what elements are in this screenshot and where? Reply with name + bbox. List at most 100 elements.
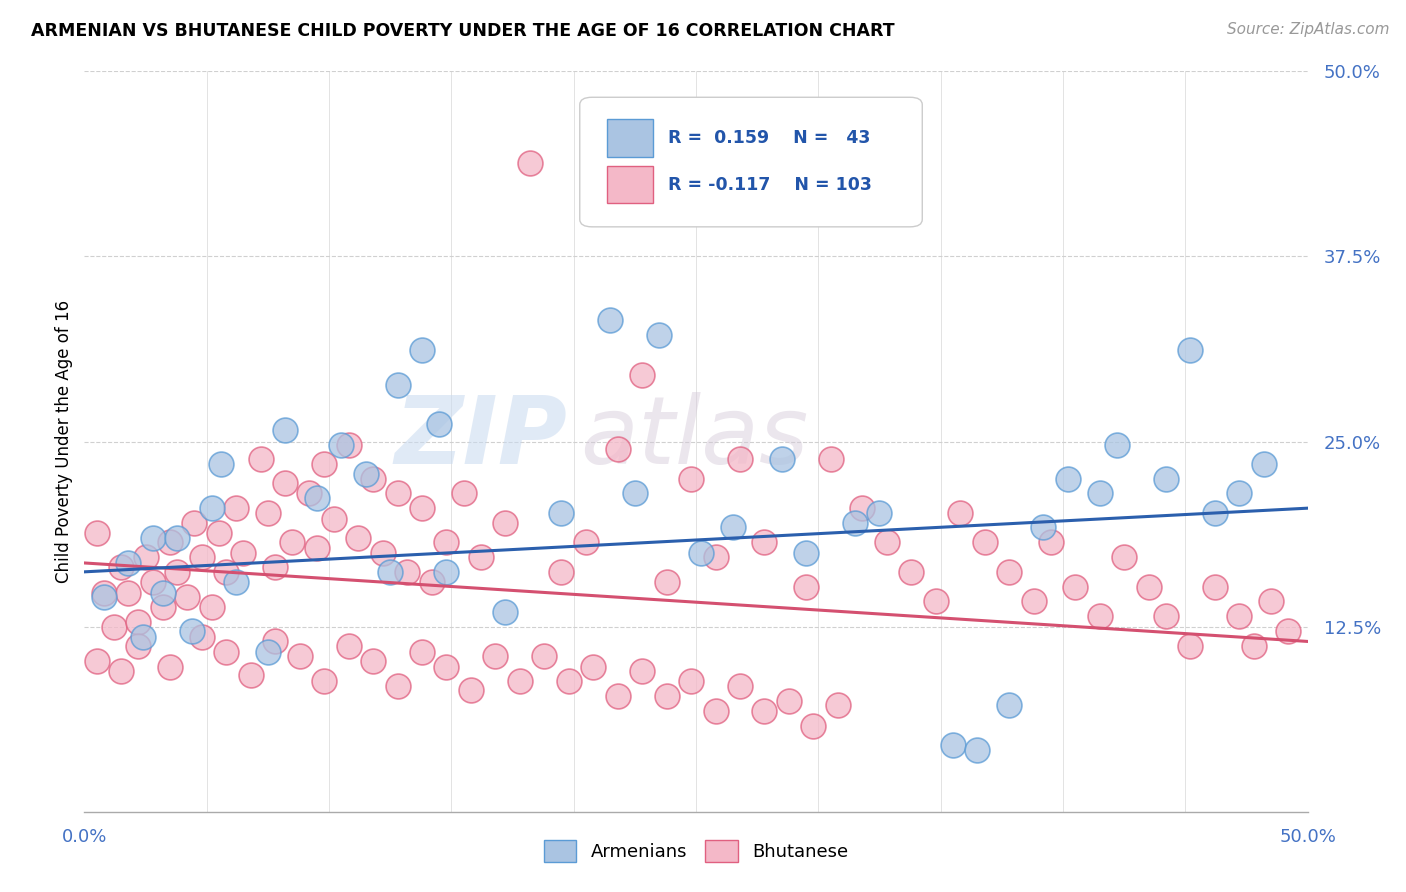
Point [1260,594,1282,608]
Point [494,516,516,530]
FancyBboxPatch shape [579,97,922,227]
Point [135,549,157,564]
Point [681,471,703,485]
Point [494,605,516,619]
Point [152,600,174,615]
Point [103,619,125,633]
Point [827,698,849,712]
Text: R = -0.117    N = 103: R = -0.117 N = 103 [668,176,872,194]
Point [117,585,139,599]
Point [371,546,394,560]
Point [1088,609,1111,624]
Point [460,683,482,698]
Text: ARMENIAN VS BHUTANESE CHILD POVERTY UNDER THE AGE OF 16 CORRELATION CHART: ARMENIAN VS BHUTANESE CHILD POVERTY UNDE… [31,22,894,40]
Point [681,674,703,689]
Point [274,475,297,490]
Point [152,585,174,599]
Point [298,486,321,500]
Point [599,313,621,327]
Point [208,526,231,541]
Point [159,659,181,673]
Point [191,630,214,644]
Point [347,531,370,545]
Text: Source: ZipAtlas.com: Source: ZipAtlas.com [1226,22,1389,37]
Point [575,535,598,549]
Point [1056,471,1078,485]
Point [1039,535,1062,549]
Point [337,437,360,451]
Point [1154,609,1177,624]
Point [1227,486,1250,500]
Point [1088,486,1111,500]
Point [166,565,188,579]
Point [728,679,751,693]
Point [704,549,727,564]
Point [631,664,654,678]
Y-axis label: Child Poverty Under the Age of 16: Child Poverty Under the Age of 16 [55,300,73,583]
Point [754,704,776,718]
Point [314,457,336,471]
Point [1243,639,1265,653]
Point [436,535,458,549]
Point [225,575,247,590]
Point [127,639,149,653]
Point [86,654,108,668]
Point [998,565,1021,579]
Point [1178,343,1201,357]
Point [869,506,891,520]
Point [631,368,654,382]
Point [1277,624,1299,638]
Point [200,600,222,615]
Point [142,531,165,545]
Legend: Armenians, Bhutanese: Armenians, Bhutanese [537,833,855,870]
Point [519,156,541,170]
Point [420,575,443,590]
Point [509,674,531,689]
Point [215,565,238,579]
Point [191,549,214,564]
Point [354,467,377,482]
Point [387,679,409,693]
Point [949,506,972,520]
Point [606,690,628,704]
Point [1253,457,1275,471]
Point [215,645,238,659]
Text: ZIP: ZIP [395,392,568,483]
Point [305,491,328,505]
Point [876,535,898,549]
Point [110,664,132,678]
Point [93,585,115,599]
Point [411,343,433,357]
FancyBboxPatch shape [606,120,654,156]
Point [387,378,409,392]
Point [998,698,1021,712]
Point [1154,471,1177,485]
Point [249,452,271,467]
Point [361,654,384,668]
Point [427,417,450,431]
Point [728,452,751,467]
Point [411,501,433,516]
Point [648,327,671,342]
Point [159,535,181,549]
Point [550,565,572,579]
Point [264,634,287,648]
Point [533,649,555,664]
Point [844,516,866,530]
Point [721,520,744,534]
Point [966,742,988,756]
Point [470,549,492,564]
Point [1022,594,1045,608]
Text: R =  0.159    N =   43: R = 0.159 N = 43 [668,129,870,147]
Point [582,659,605,673]
Point [132,630,155,644]
Point [1227,609,1250,624]
Point [239,668,262,682]
Point [550,506,572,520]
Point [1204,506,1226,520]
Point [387,486,409,500]
Point [1178,639,1201,653]
Point [820,452,842,467]
Point [453,486,475,500]
Point [484,649,506,664]
